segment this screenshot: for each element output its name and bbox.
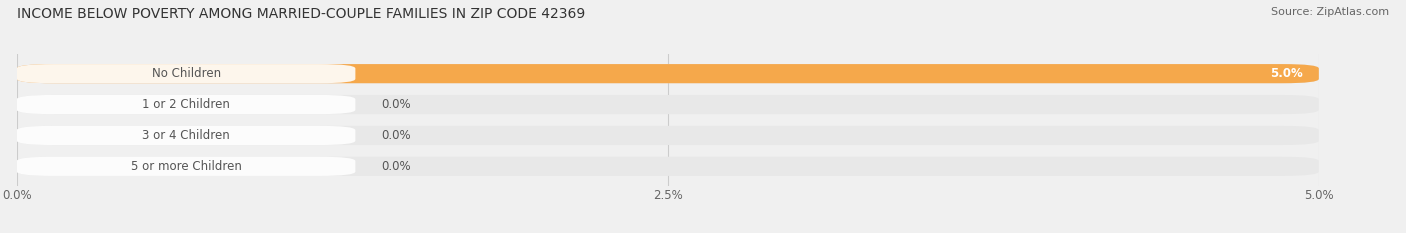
FancyBboxPatch shape — [17, 126, 356, 145]
Text: 1 or 2 Children: 1 or 2 Children — [142, 98, 231, 111]
FancyBboxPatch shape — [17, 157, 1319, 176]
Text: Source: ZipAtlas.com: Source: ZipAtlas.com — [1271, 7, 1389, 17]
Text: 0.0%: 0.0% — [381, 160, 411, 173]
Text: No Children: No Children — [152, 67, 221, 80]
FancyBboxPatch shape — [17, 157, 356, 176]
Text: 5 or more Children: 5 or more Children — [131, 160, 242, 173]
FancyBboxPatch shape — [17, 95, 1319, 114]
FancyBboxPatch shape — [17, 64, 1319, 83]
Text: INCOME BELOW POVERTY AMONG MARRIED-COUPLE FAMILIES IN ZIP CODE 42369: INCOME BELOW POVERTY AMONG MARRIED-COUPL… — [17, 7, 585, 21]
Text: 0.0%: 0.0% — [381, 98, 411, 111]
FancyBboxPatch shape — [17, 95, 356, 114]
FancyBboxPatch shape — [17, 64, 1319, 83]
FancyBboxPatch shape — [17, 64, 356, 83]
Text: 5.0%: 5.0% — [1271, 67, 1303, 80]
FancyBboxPatch shape — [17, 126, 1319, 145]
Text: 0.0%: 0.0% — [381, 129, 411, 142]
Text: 3 or 4 Children: 3 or 4 Children — [142, 129, 231, 142]
